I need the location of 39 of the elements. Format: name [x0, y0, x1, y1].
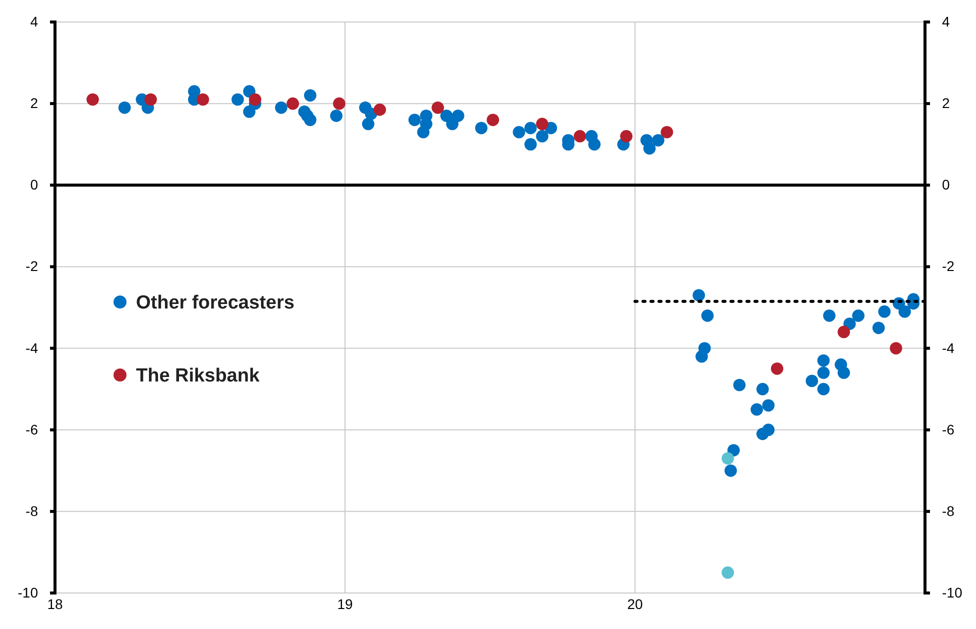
point — [722, 566, 734, 579]
point — [536, 118, 548, 130]
y-tick-label: -4 — [26, 340, 38, 356]
point — [486, 114, 500, 126]
x-tick-label: 18 — [47, 596, 63, 612]
y2-tick-label: -8 — [942, 502, 955, 519]
point — [838, 326, 850, 338]
point — [620, 130, 632, 142]
point — [333, 97, 346, 110]
y-tick-label: 0 — [30, 176, 38, 193]
point — [144, 93, 157, 106]
y-tick-label: -10 — [18, 584, 38, 600]
point — [374, 104, 386, 116]
point — [660, 126, 674, 138]
point — [86, 93, 99, 106]
y2-tick-label: -4 — [942, 340, 955, 356]
x-tick-label: 20 — [627, 596, 643, 612]
y-tick-label: -6 — [26, 421, 38, 438]
point — [722, 452, 734, 465]
point — [574, 130, 586, 142]
y-tick-label: -8 — [26, 502, 38, 519]
point — [432, 101, 444, 114]
y2-tick-label: -10 — [942, 584, 962, 600]
point — [248, 93, 262, 106]
y-tick-label: 2 — [30, 95, 38, 112]
y-tick-label: 4 — [30, 13, 38, 30]
point — [890, 342, 902, 354]
point — [770, 362, 784, 375]
legend-label: The Riksbank — [136, 366, 260, 387]
y-tick-label: -2 — [26, 258, 38, 274]
y2-tick-label: 4 — [942, 13, 950, 30]
y2-tick-label: 2 — [942, 95, 950, 112]
x-tick-label: 19 — [337, 596, 353, 612]
y2-tick-label: -6 — [942, 421, 955, 438]
y2-tick-label: -2 — [942, 258, 955, 274]
legend-label: Other forecasters — [136, 292, 294, 314]
point — [196, 93, 210, 106]
point — [286, 97, 299, 110]
y2-tick-label: 0 — [942, 176, 950, 193]
